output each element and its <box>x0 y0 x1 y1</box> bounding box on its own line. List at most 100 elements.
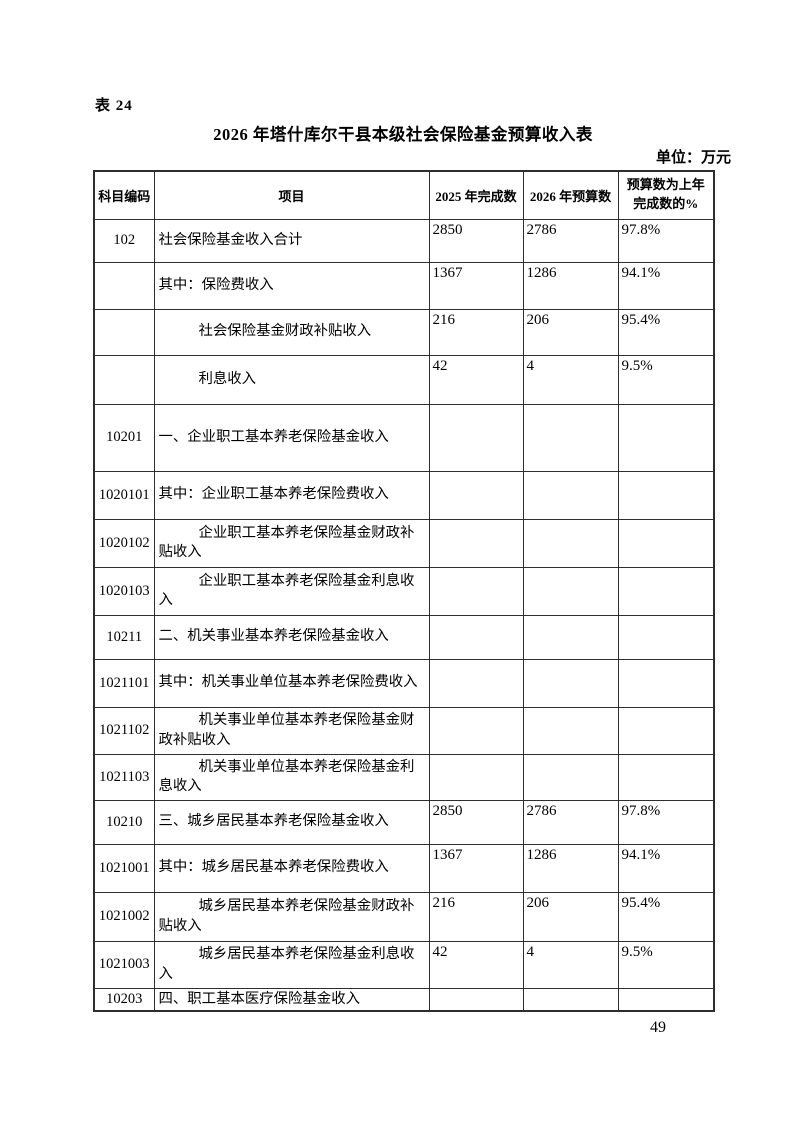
value-2026-cell: 1286 <box>522 843 619 893</box>
percent-cell <box>617 753 715 801</box>
value-2026-cell <box>522 403 619 472</box>
item-cell: 利息收入 <box>153 354 430 405</box>
percent-cell: 9.5% <box>617 940 715 989</box>
value-2025-cell <box>428 753 524 801</box>
table-row: 102 社会保险基金收入合计 2850 2786 97.8% <box>93 218 715 263</box>
item-cell: 三、城乡居民基本养老保险基金收入 <box>153 799 430 845</box>
value-2025-cell: 1367 <box>428 843 524 893</box>
item-cell: 一、企业职工基本养老保险基金收入 <box>153 403 430 472</box>
code-cell: 1020103 <box>93 566 155 616</box>
percent-cell <box>617 470 715 520</box>
value-2026-cell: 206 <box>522 308 619 356</box>
code-cell: 1021002 <box>93 891 155 942</box>
item-cell: 四、职工基本医疗保险基金收入 <box>153 987 430 1012</box>
page-title: 2026 年塔什库尔干县本级社会保险基金预算收入表 <box>213 125 593 144</box>
value-2025-cell: 216 <box>428 891 524 942</box>
item-cell: 机关事业单位基本养老保险基金财政补贴收入 <box>153 706 430 755</box>
value-2025-cell <box>428 987 524 1012</box>
value-2025-cell: 2850 <box>428 218 524 263</box>
item-cell: 其中：机关事业单位基本养老保险费收入 <box>153 658 430 708</box>
column-header-y2026: 2026 年预算数 <box>522 170 619 220</box>
budget-table: 科目编码 项目 2025 年完成数 2026 年预算数 预算数为上年 完成数的% 102… <box>93 170 715 1012</box>
code-cell: 10211 <box>93 614 155 660</box>
code-cell: 1021101 <box>93 658 155 708</box>
value-2026-cell: 1286 <box>522 261 619 310</box>
value-2026-cell: 2786 <box>522 218 619 263</box>
column-header-pct: 预算数为上年 完成数的% <box>617 170 715 220</box>
percent-cell <box>617 614 715 660</box>
value-2026-cell <box>522 614 619 660</box>
value-2025-cell <box>428 403 524 472</box>
item-cell: 企业职工基本养老保险基金利息收入 <box>153 566 430 616</box>
code-cell: 1020102 <box>93 518 155 568</box>
percent-cell <box>617 658 715 708</box>
value-2025-cell: 2850 <box>428 799 524 845</box>
item-cell: 二、机关事业基本养老保险基金收入 <box>153 614 430 660</box>
value-2026-cell <box>522 658 619 708</box>
table-header: 科目编码 项目 2025 年完成数 2026 年预算数 预算数为上年 完成数的% <box>93 170 715 220</box>
code-cell: 1021102 <box>93 706 155 755</box>
item-cell: 企业职工基本养老保险基金财政补贴收入 <box>153 518 430 568</box>
value-2025-cell: 42 <box>428 940 524 989</box>
percent-cell: 94.1% <box>617 843 715 893</box>
table-row: 利息收入 42 4 9.5% <box>93 354 715 405</box>
code-cell: 1021103 <box>93 753 155 801</box>
item-cell: 城乡居民基本养老保险基金财政补贴收入 <box>153 891 430 942</box>
value-2026-cell <box>522 753 619 801</box>
value-2025-cell <box>428 470 524 520</box>
item-cell: 机关事业单位基本养老保险基金利息收入 <box>153 753 430 801</box>
item-cell: 城乡居民基本养老保险基金利息收入 <box>153 940 430 989</box>
code-cell: 10203 <box>93 987 155 1012</box>
value-2026-cell: 2786 <box>522 799 619 845</box>
table-row: 1020102 企业职工基本养老保险基金财政补贴收入 <box>93 518 715 568</box>
table-row: 1020101 其中：企业职工基本养老保险费收入 <box>93 470 715 520</box>
table-row: 1021001 其中：城乡居民基本养老保险费收入 1367 1286 94.1% <box>93 843 715 893</box>
table-row: 10210 三、城乡居民基本养老保险基金收入 2850 2786 97.8% <box>93 799 715 845</box>
table-row: 10211 二、机关事业基本养老保险基金收入 <box>93 614 715 660</box>
percent-cell <box>617 987 715 1012</box>
code-cell: 1020101 <box>93 470 155 520</box>
value-2026-cell <box>522 987 619 1012</box>
percent-cell: 97.8% <box>617 218 715 263</box>
table-row: 1021102 机关事业单位基本养老保险基金财政补贴收入 <box>93 706 715 755</box>
table-row: 社会保险基金财政补贴收入 216 206 95.4% <box>93 308 715 356</box>
value-2026-cell: 206 <box>522 891 619 942</box>
column-header-code: 科目编码 <box>93 170 155 220</box>
code-cell: 10201 <box>93 403 155 472</box>
percent-cell <box>617 566 715 616</box>
column-header-item: 项目 <box>153 170 430 220</box>
percent-cell: 95.4% <box>617 891 715 942</box>
code-cell: 102 <box>93 218 155 263</box>
item-cell: 其中：城乡居民基本养老保险费收入 <box>153 843 430 893</box>
value-2025-cell: 216 <box>428 308 524 356</box>
code-cell: 10210 <box>93 799 155 845</box>
percent-cell <box>617 706 715 755</box>
code-cell <box>93 261 155 310</box>
percent-cell: 95.4% <box>617 308 715 356</box>
table-row: 1021002 城乡居民基本养老保险基金财政补贴收入 216 206 95.4% <box>93 891 715 942</box>
code-cell: 1021001 <box>93 843 155 893</box>
value-2026-cell <box>522 566 619 616</box>
table-row: 1021103 机关事业单位基本养老保险基金利息收入 <box>93 753 715 801</box>
percent-cell <box>617 518 715 568</box>
item-cell: 社会保险基金收入合计 <box>153 218 430 263</box>
value-2025-cell <box>428 706 524 755</box>
value-2025-cell <box>428 614 524 660</box>
value-2026-cell <box>522 518 619 568</box>
item-cell: 其中：企业职工基本养老保险费收入 <box>153 470 430 520</box>
table-row: 其中：保险费收入 1367 1286 94.1% <box>93 261 715 310</box>
percent-cell: 9.5% <box>617 354 715 405</box>
code-cell: 1021003 <box>93 940 155 989</box>
percent-cell: 97.8% <box>617 799 715 845</box>
percent-cell <box>617 403 715 472</box>
value-2025-cell: 42 <box>428 354 524 405</box>
value-2025-cell <box>428 518 524 568</box>
table-row: 1021003 城乡居民基本养老保险基金利息收入 42 4 9.5% <box>93 940 715 989</box>
table-row: 10203 四、职工基本医疗保险基金收入 <box>93 987 715 1012</box>
table-body: 102 社会保险基金收入合计 2850 2786 97.8% 其中：保险费收入 1367 12… <box>93 218 715 1012</box>
value-2025-cell <box>428 658 524 708</box>
table-row: 1021101 其中：机关事业单位基本养老保险费收入 <box>93 658 715 708</box>
column-header-y2025: 2025 年完成数 <box>428 170 524 220</box>
value-2026-cell <box>522 470 619 520</box>
